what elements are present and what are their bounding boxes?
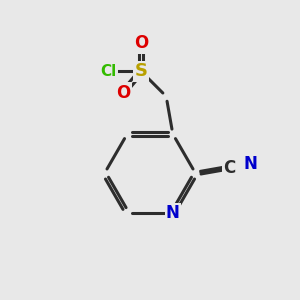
Text: S: S (135, 62, 148, 80)
Text: O: O (116, 84, 130, 102)
Text: O: O (134, 34, 148, 52)
Text: C: C (223, 159, 235, 177)
Text: N: N (244, 155, 258, 173)
Text: N: N (166, 204, 180, 222)
Text: Cl: Cl (101, 64, 117, 79)
